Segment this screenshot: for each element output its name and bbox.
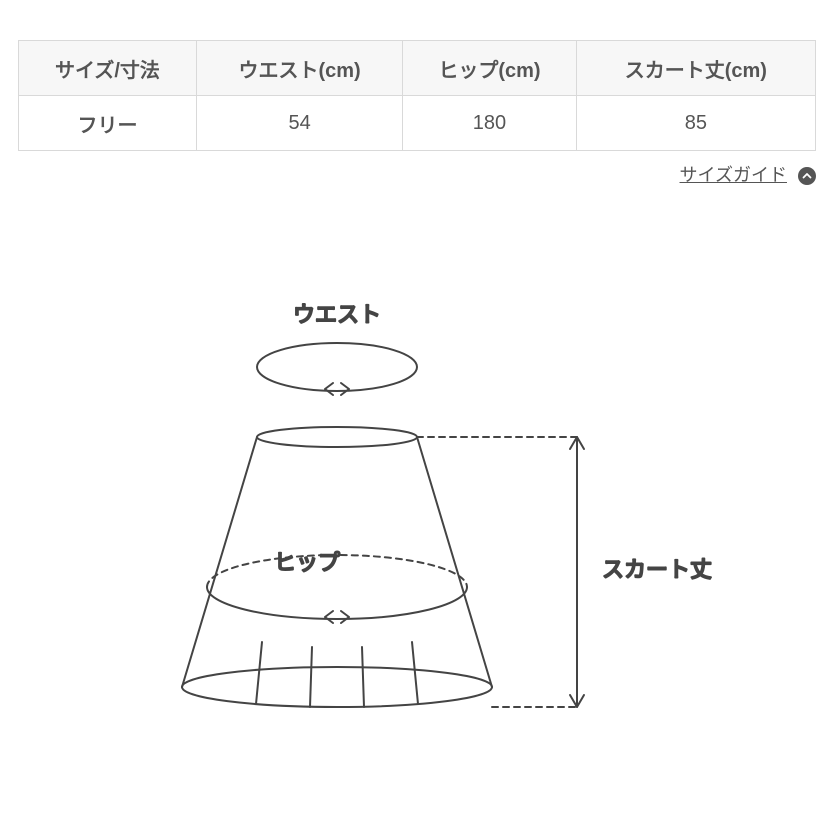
waist-arrow-left: [325, 383, 333, 395]
size-guide-link[interactable]: サイズガイド: [680, 165, 787, 185]
col-waist: ウエスト(cm): [196, 41, 402, 96]
pleat-1: [256, 642, 262, 704]
label-hip: ヒップ: [274, 550, 340, 575]
table-header-row: サイズ/寸法 ウエスト(cm) ヒップ(cm) スカート丈(cm): [19, 41, 816, 96]
skirt-side-left: [182, 437, 257, 687]
hip-ellipse-front: [207, 587, 467, 619]
pleat-3: [362, 647, 364, 707]
cell-size: フリー: [19, 96, 197, 151]
col-length: スカート丈(cm): [576, 41, 815, 96]
col-size: サイズ/寸法: [19, 41, 197, 96]
skirt-hem-back: [182, 667, 492, 687]
cell-hip: 180: [403, 96, 576, 151]
waist-ring: [257, 343, 417, 391]
cell-length: 85: [576, 96, 815, 151]
cell-waist: 54: [196, 96, 402, 151]
table-row: フリー 54 180 85: [19, 96, 816, 151]
col-hip: ヒップ(cm): [403, 41, 576, 96]
chevron-up-icon[interactable]: [798, 167, 816, 185]
skirt-side-right: [417, 437, 492, 687]
skirt-hem-front: [182, 687, 492, 707]
skirt-diagram: ウエスト: [18, 277, 816, 747]
size-guide-row: サイズガイド: [18, 151, 816, 187]
skirt-top-front: [257, 437, 417, 447]
skirt-top-back: [257, 427, 417, 437]
pleat-4: [412, 642, 418, 704]
label-skirt-length: スカート丈: [602, 557, 712, 582]
label-waist: ウエスト: [293, 302, 381, 327]
waist-arrow-right: [341, 383, 349, 395]
size-table: サイズ/寸法 ウエスト(cm) ヒップ(cm) スカート丈(cm) フリー 54…: [18, 40, 816, 151]
hip-arrow-left: [325, 611, 333, 623]
pleat-2: [310, 647, 312, 707]
hip-arrow-right: [341, 611, 349, 623]
